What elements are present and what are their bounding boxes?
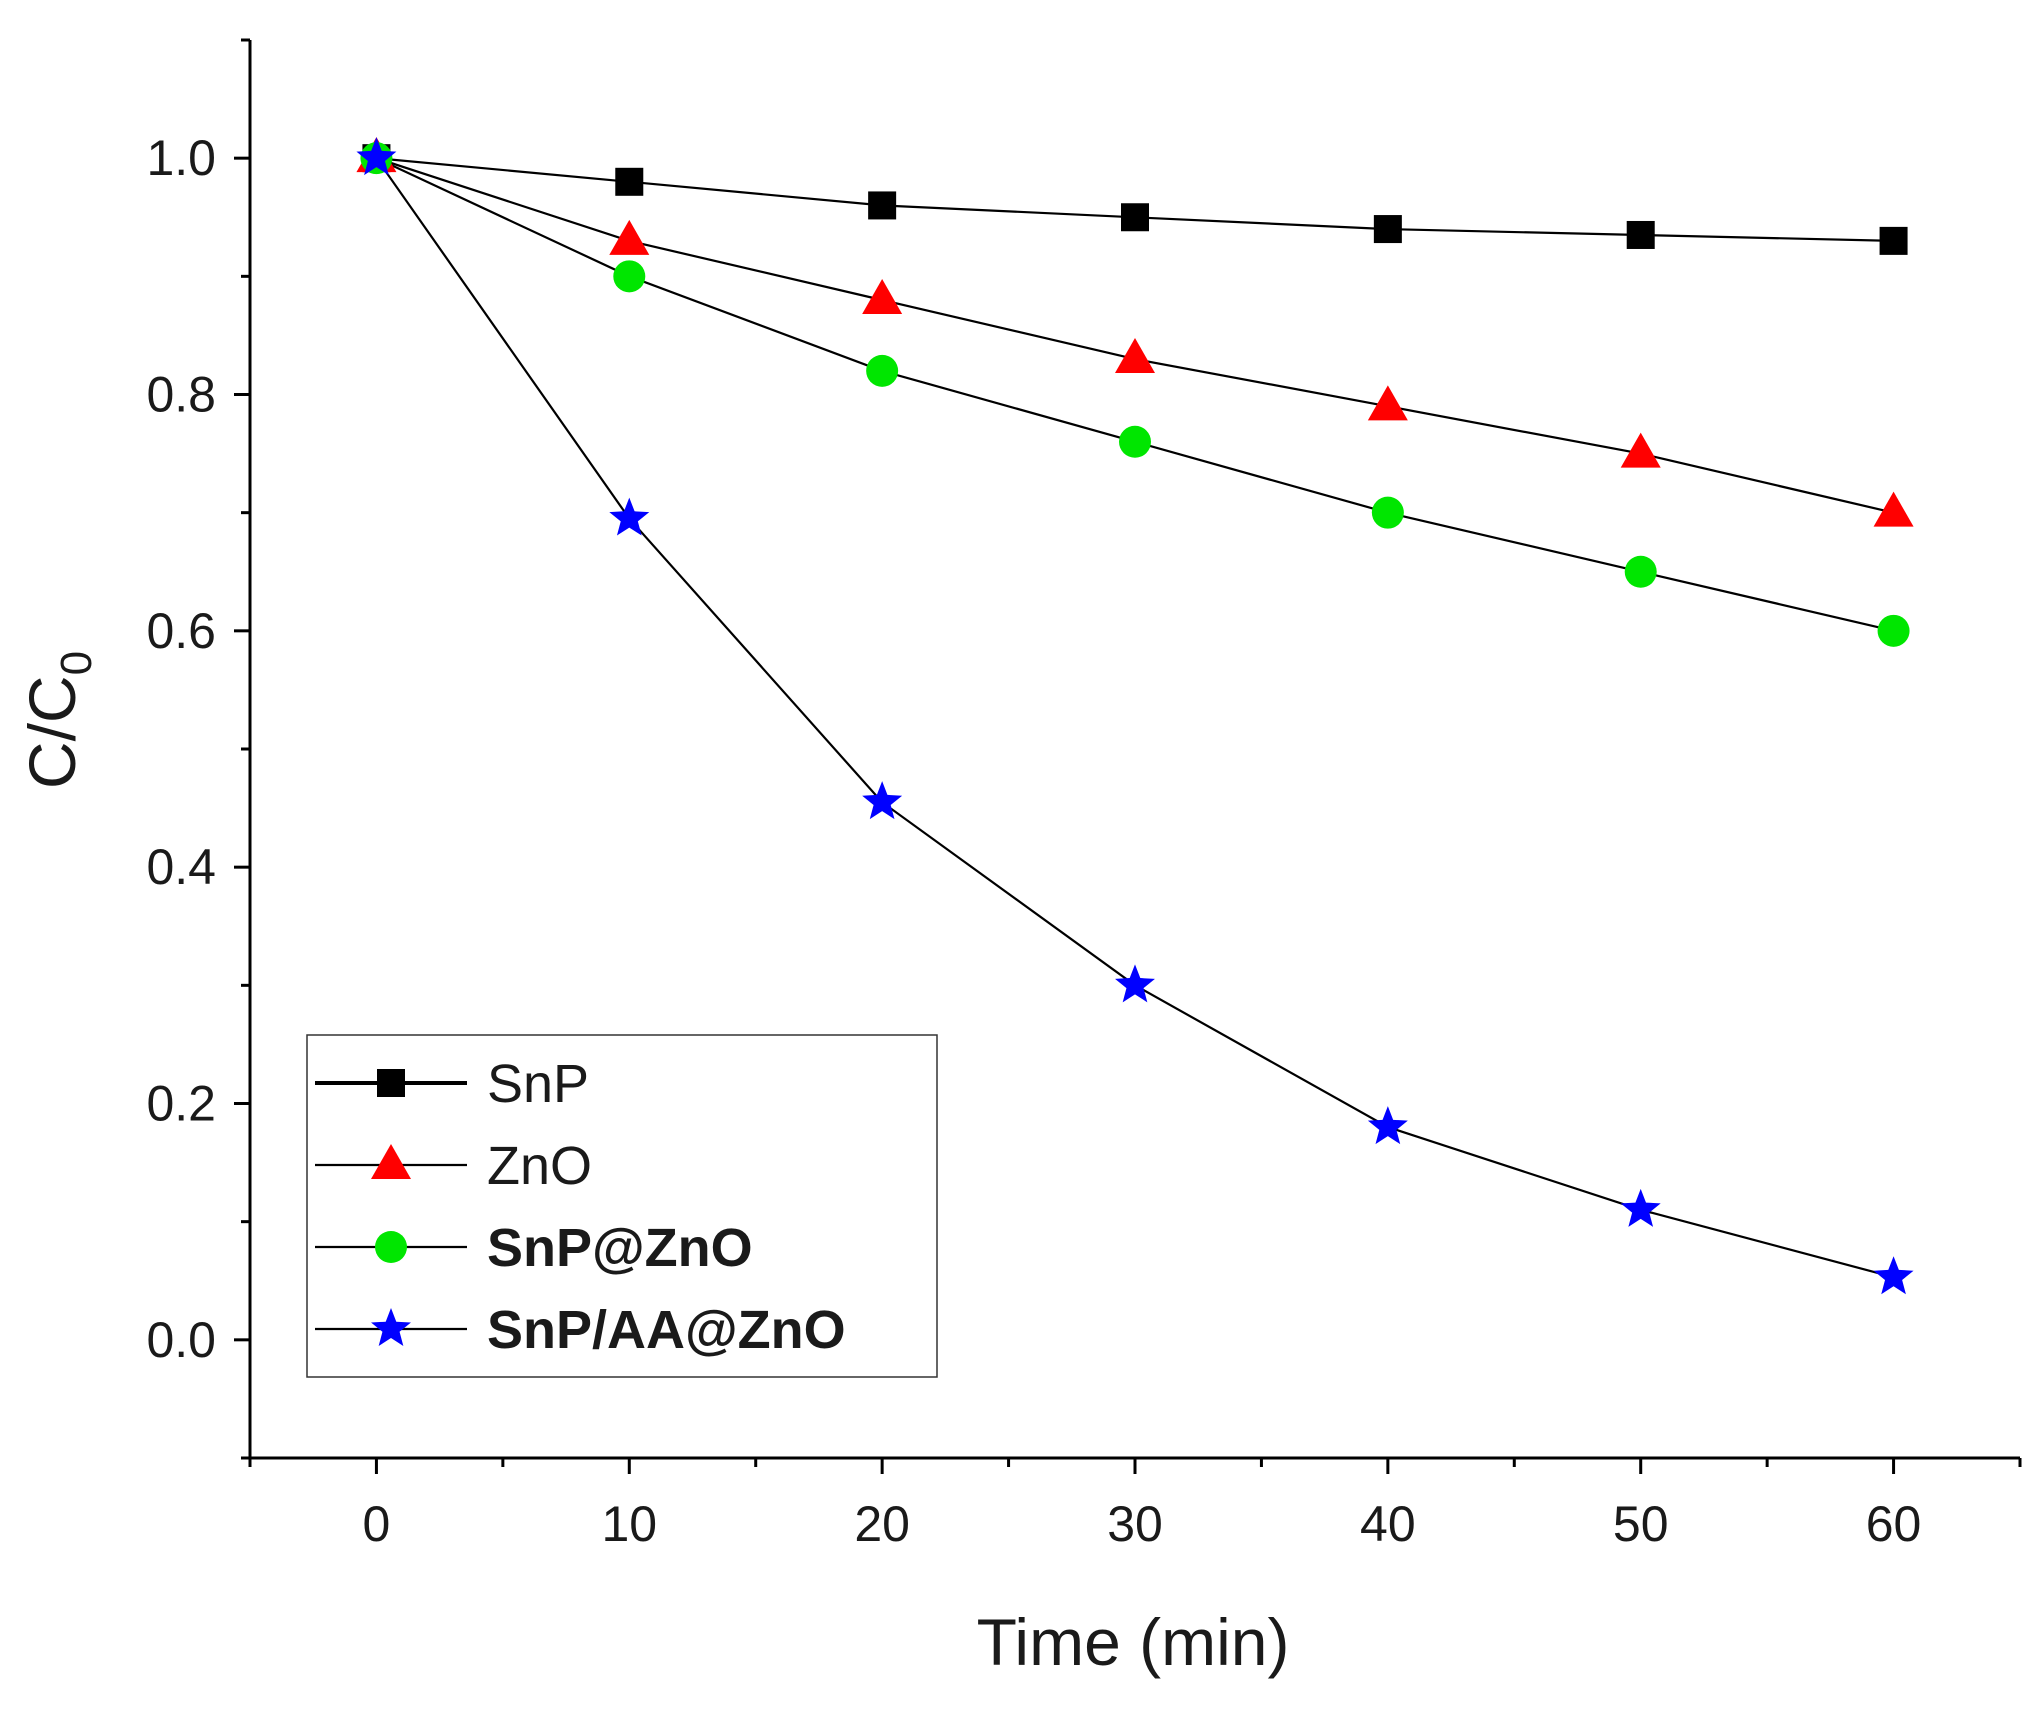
legend-label: SnP/AA@ZnO — [487, 1300, 846, 1360]
series-points-ZnO — [356, 137, 1914, 527]
x-tick-label: 50 — [1613, 1496, 1669, 1552]
x-axis-title: Time (min) — [977, 1605, 1290, 1679]
y-axis-title-main: C/C — [15, 675, 89, 789]
x-tick-label: 20 — [854, 1496, 910, 1552]
x-tick-label: 0 — [363, 1496, 391, 1552]
data-point — [1879, 226, 1908, 255]
x-tick-label: 40 — [1360, 1496, 1416, 1552]
data-point — [1620, 432, 1661, 468]
y-tick-label: 0.2 — [146, 1076, 216, 1132]
legend-label: SnP — [487, 1054, 589, 1114]
data-point — [1371, 496, 1404, 529]
series-points-SnP — [362, 144, 1908, 255]
legend-item: SnP/AA@ZnO — [315, 1300, 846, 1360]
legend-item: SnP@ZnO — [315, 1218, 753, 1278]
data-point — [1121, 203, 1149, 232]
series-points-SnP/AA@ZnO — [356, 137, 1914, 1295]
y-tick-label: 0.6 — [146, 603, 216, 659]
legend-box — [306, 1034, 938, 1378]
legend-marker — [375, 1231, 407, 1263]
y-axis-title-subscript: 0 — [52, 651, 101, 675]
data-point — [613, 260, 646, 293]
data-point — [615, 167, 644, 196]
y-tick-label: 0.4 — [146, 839, 216, 895]
x-tick-label: 60 — [1866, 1496, 1922, 1552]
data-point — [862, 278, 903, 314]
data-point — [609, 497, 650, 536]
y-tick-label: 0.0 — [146, 1312, 216, 1368]
legend-item: SnP — [315, 1054, 589, 1114]
legend-marker — [377, 1069, 405, 1097]
legend: SnP ZnO SnP@ZnO SnP/AA@ZnO — [306, 1034, 938, 1378]
plot-area — [356, 137, 1914, 1295]
legend-marker — [371, 1144, 411, 1179]
data-point — [1367, 385, 1408, 421]
data-point — [1373, 215, 1402, 244]
data-point — [1873, 1256, 1914, 1295]
legend-label: SnP@ZnO — [487, 1218, 753, 1278]
data-point — [866, 354, 899, 387]
x-tick-label: 10 — [601, 1496, 657, 1552]
y-tick-label: 0.8 — [146, 367, 216, 423]
legend-label: ZnO — [487, 1136, 592, 1196]
data-point — [609, 219, 650, 255]
data-point — [1367, 1106, 1408, 1145]
data-point — [1119, 425, 1151, 458]
axes: 0 10 20 30 40 50 60 0.0 0.2 0.4 0.6 0.8 1.0 — [146, 38, 2022, 1552]
y-axis-title: C/C0 — [15, 651, 101, 789]
data-point — [1873, 491, 1914, 527]
data-point — [1877, 614, 1910, 647]
legend-item: ZnO — [315, 1136, 592, 1196]
data-point — [862, 781, 903, 820]
y-tick-label: 1.0 — [146, 130, 216, 186]
data-point — [356, 137, 397, 176]
legend-marker — [371, 1308, 411, 1346]
data-point — [1115, 338, 1155, 374]
data-point — [1624, 555, 1657, 588]
data-point — [1115, 964, 1155, 1003]
data-point — [868, 191, 897, 220]
data-point — [1626, 220, 1655, 249]
data-point — [1620, 1188, 1661, 1227]
x-tick-label: 30 — [1107, 1496, 1163, 1552]
